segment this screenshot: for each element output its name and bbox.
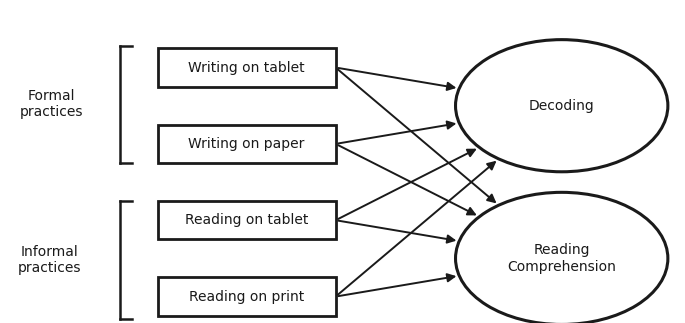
FancyBboxPatch shape [158,125,336,163]
Text: Decoding: Decoding [529,99,595,113]
Text: Informal
practices: Informal practices [18,245,81,275]
Text: Formal
practices: Formal practices [20,89,83,119]
FancyBboxPatch shape [158,201,336,239]
FancyBboxPatch shape [158,277,336,316]
FancyBboxPatch shape [158,48,336,87]
Text: Reading on print: Reading on print [189,290,304,304]
Text: Writing on paper: Writing on paper [188,137,305,151]
Text: Reading
Comprehension: Reading Comprehension [508,243,616,274]
Ellipse shape [456,192,668,323]
Text: Writing on tablet: Writing on tablet [188,60,305,75]
Text: Reading on tablet: Reading on tablet [185,213,308,227]
Ellipse shape [456,40,668,172]
